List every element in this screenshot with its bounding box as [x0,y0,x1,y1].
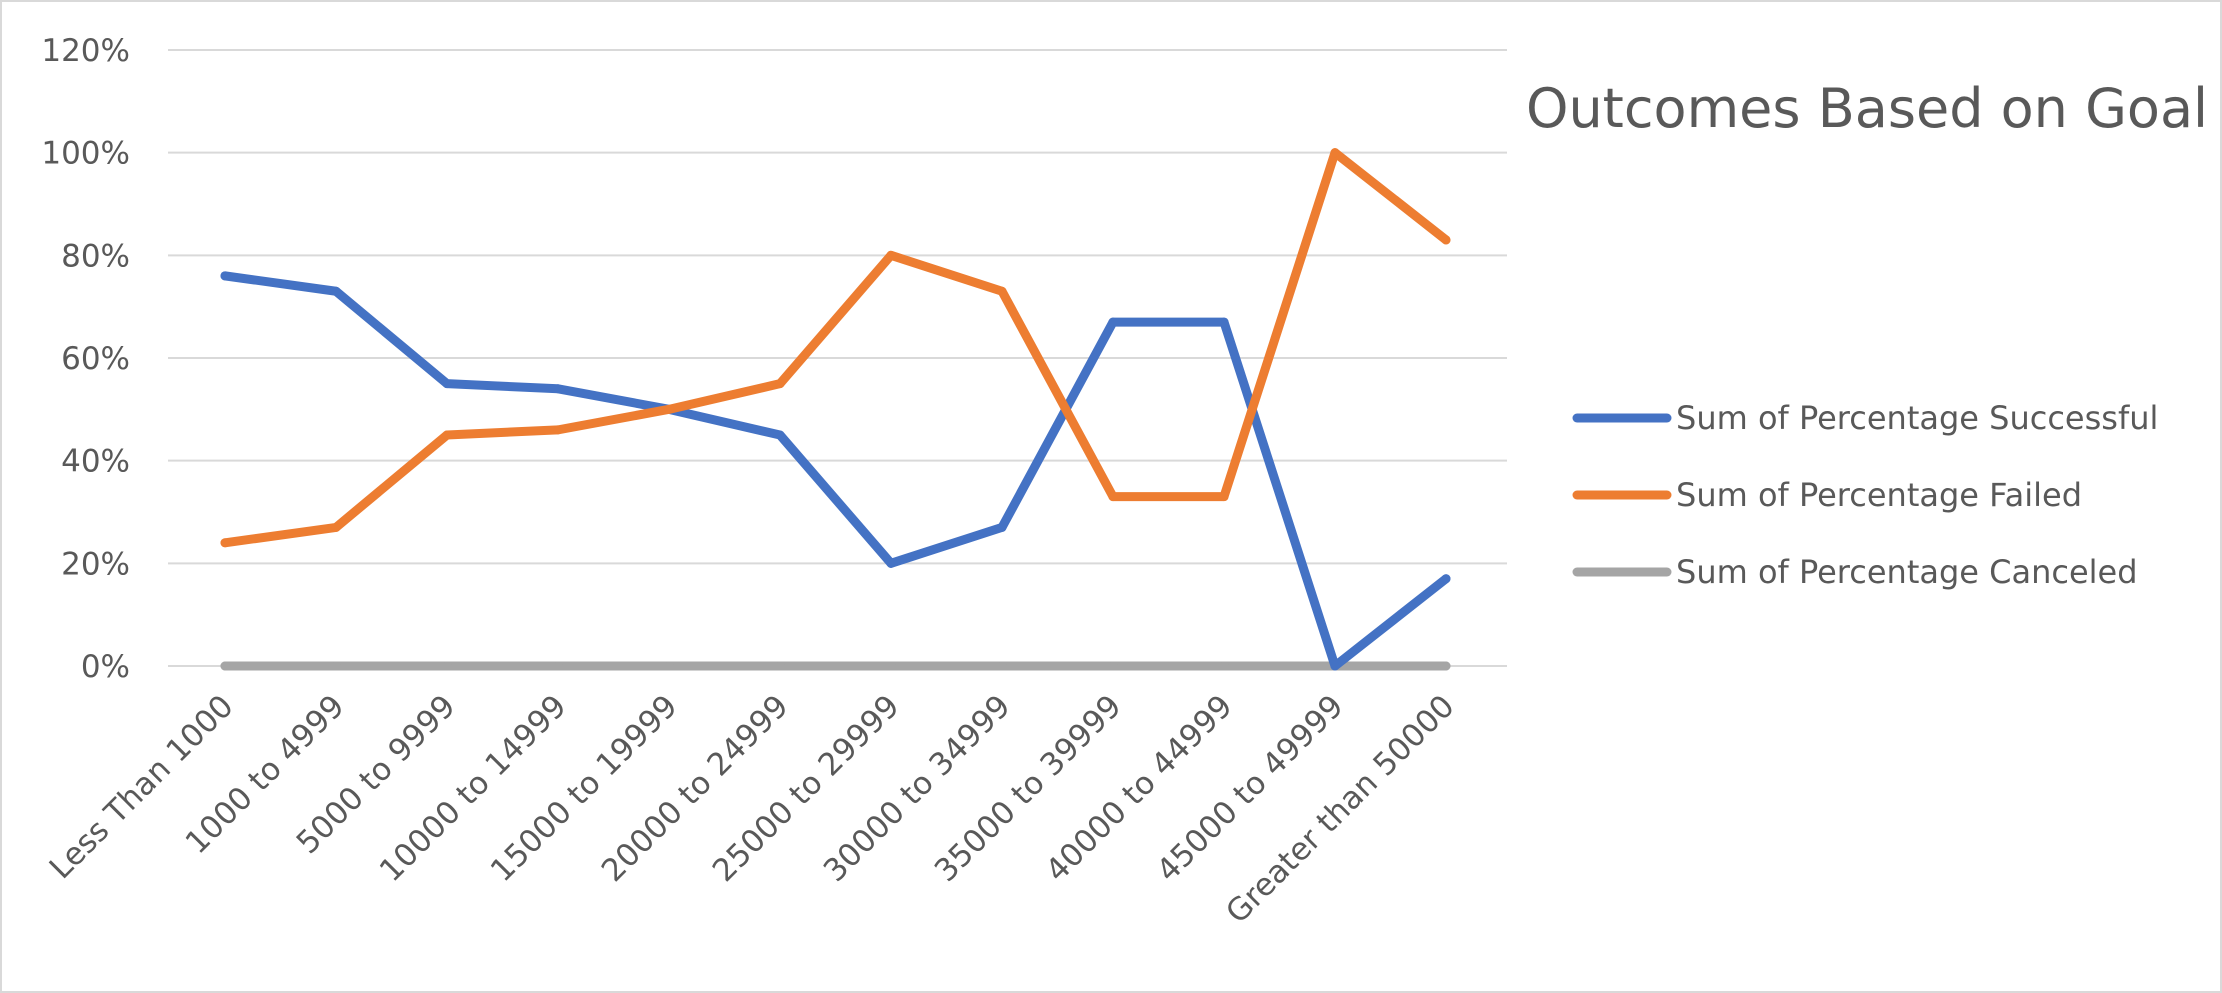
data-point-sum-of-percentage-canceled [442,661,452,671]
data-point-sum-of-percentage-successful [775,430,785,440]
x-tick-label: 30000 to 34999 [817,688,1018,889]
series-line-sum-of-percentage-failed [220,148,1451,548]
legend-label: Sum of Percentage Failed [1676,476,2082,514]
series-lines [220,148,1451,671]
data-point-sum-of-percentage-successful [1219,317,1229,327]
data-point-sum-of-percentage-canceled [331,661,341,671]
data-point-sum-of-percentage-failed [331,522,341,532]
data-point-sum-of-percentage-successful [997,522,1007,532]
data-point-sum-of-percentage-canceled [220,661,230,671]
y-axis-ticks: 0% 20% 40% 60% 80% 100% 120% [41,33,130,685]
legend-label: Sum of Percentage Canceled [1676,553,2138,591]
series-line-sum-of-percentage-successful [220,271,1451,671]
data-point-sum-of-percentage-canceled [1219,661,1229,671]
data-point-sum-of-percentage-successful [886,558,896,568]
y-tick-label: 120% [41,33,130,69]
data-point-sum-of-percentage-failed [997,286,1007,296]
data-point-sum-of-percentage-failed [1441,235,1451,245]
x-tick-label: 20000 to 24999 [595,688,796,889]
x-tick-label: 10000 to 14999 [373,688,574,889]
data-point-sum-of-percentage-failed [886,250,896,260]
y-tick-label: 100% [41,136,130,172]
data-point-sum-of-percentage-canceled [553,661,563,671]
data-point-sum-of-percentage-failed [664,404,674,414]
data-point-sum-of-percentage-successful [442,379,452,389]
data-point-sum-of-percentage-successful [1108,317,1118,327]
y-tick-label: 80% [61,238,130,274]
data-point-sum-of-percentage-canceled [664,661,674,671]
data-point-sum-of-percentage-failed [1330,148,1340,158]
data-point-sum-of-percentage-failed [220,538,230,548]
y-tick-label: 0% [81,649,130,685]
data-point-sum-of-percentage-successful [1441,574,1451,584]
data-point-sum-of-percentage-successful [331,286,341,296]
data-point-sum-of-percentage-failed [442,430,452,440]
x-tick-label: Less Than 1000 [43,688,241,886]
x-tick-label: Greater than 50000 [1219,688,1461,930]
x-tick-label: 35000 to 39999 [928,688,1129,889]
data-point-sum-of-percentage-canceled [997,661,1007,671]
data-point-sum-of-percentage-failed [553,425,563,435]
x-tick-label: 25000 to 29999 [706,688,907,889]
data-point-sum-of-percentage-canceled [775,661,785,671]
legend: Sum of Percentage Successful Sum of Perce… [1572,399,2158,591]
data-point-sum-of-percentage-failed [1219,492,1229,502]
y-tick-label: 20% [61,546,130,582]
data-point-sum-of-percentage-canceled [1108,661,1118,671]
data-point-sum-of-percentage-successful [553,384,563,394]
legend-label: Sum of Percentage Successful [1676,399,2158,437]
data-point-sum-of-percentage-canceled [886,661,896,671]
data-point-sum-of-percentage-successful [1330,661,1340,671]
x-tick-label: 40000 to 44999 [1039,688,1240,889]
data-point-sum-of-percentage-canceled [1441,661,1451,671]
y-tick-label: 60% [61,341,130,377]
chart-title: Outcomes Based on Goal [1526,77,2208,140]
data-point-sum-of-percentage-failed [775,379,785,389]
data-point-sum-of-percentage-failed [1108,492,1118,502]
data-point-sum-of-percentage-successful [220,271,230,281]
x-tick-label: 15000 to 19999 [484,688,685,889]
y-tick-label: 40% [61,444,130,480]
x-tick-label: 45000 to 49999 [1150,688,1351,889]
